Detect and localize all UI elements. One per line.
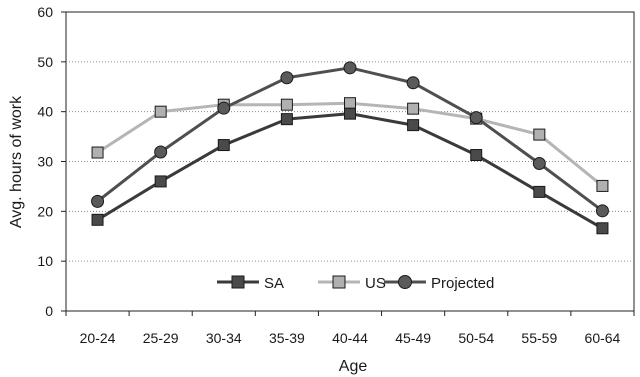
data-point-projected [91, 194, 105, 208]
legend-label-projected: Projected [431, 275, 494, 292]
data-point-sa [596, 222, 609, 235]
data-point-sa [533, 185, 546, 198]
y-tick-label: 10 [37, 253, 53, 269]
data-point-projected [280, 71, 294, 85]
plot-area [65, 11, 635, 312]
legend-marker-us [332, 275, 346, 289]
data-point-sa [154, 175, 167, 188]
x-tick-label: 55-59 [521, 330, 557, 346]
data-point-us [596, 179, 609, 192]
data-point-us [407, 102, 420, 115]
data-point-us [280, 98, 293, 111]
series-projected [91, 61, 609, 218]
y-tick-label: 30 [37, 154, 53, 170]
data-point-projected [154, 145, 168, 159]
y-axis-title: Avg. hours of work [8, 95, 25, 228]
x-tick-label: 45-49 [395, 330, 431, 346]
data-point-sa [280, 113, 293, 126]
x-tick-label: 30-34 [206, 330, 242, 346]
legend-marker-projected [398, 275, 412, 289]
x-tick-label: 25-29 [143, 330, 179, 346]
legend-label-sa: SA [264, 275, 284, 292]
y-axis-ticks: 0 10 20 30 40 50 60 [37, 4, 66, 319]
data-point-us [533, 128, 546, 141]
series-sa [91, 107, 609, 235]
data-point-us [344, 97, 356, 110]
data-point-sa [470, 149, 483, 162]
y-tick-label: 60 [37, 4, 53, 20]
data-point-projected [406, 76, 420, 90]
data-point-projected [595, 204, 609, 218]
data-point-sa [344, 107, 356, 120]
y-tick-label: 50 [37, 54, 53, 70]
x-tick-label: 50-54 [458, 330, 494, 346]
series-group [91, 61, 609, 235]
data-point-us [154, 105, 167, 118]
data-point-sa [217, 139, 230, 152]
x-tick-label: 35-39 [269, 330, 305, 346]
legend-marker-sa [231, 275, 245, 289]
x-axis-ticks: 20-24 25-29 30-34 35-39 40-44 45-49 50-54 55-59… [65, 311, 635, 346]
data-point-projected [217, 101, 231, 115]
data-point-us [91, 146, 104, 159]
y-tick-label: 20 [37, 203, 53, 219]
x-tick-label: 40-44 [332, 330, 368, 346]
x-tick-label: 60-64 [585, 330, 621, 346]
data-point-projected [469, 111, 483, 125]
y-tick-label: 0 [45, 303, 53, 319]
legend: SA US Projected [217, 275, 494, 292]
legend-label-us: US [365, 275, 386, 292]
y-tick-label: 40 [37, 104, 53, 120]
data-point-sa [91, 213, 104, 226]
x-axis-title: Age [339, 358, 368, 375]
x-tick-label: 20-24 [80, 330, 116, 346]
data-point-sa [407, 119, 420, 132]
data-point-projected [532, 156, 546, 170]
data-point-projected [343, 61, 357, 75]
